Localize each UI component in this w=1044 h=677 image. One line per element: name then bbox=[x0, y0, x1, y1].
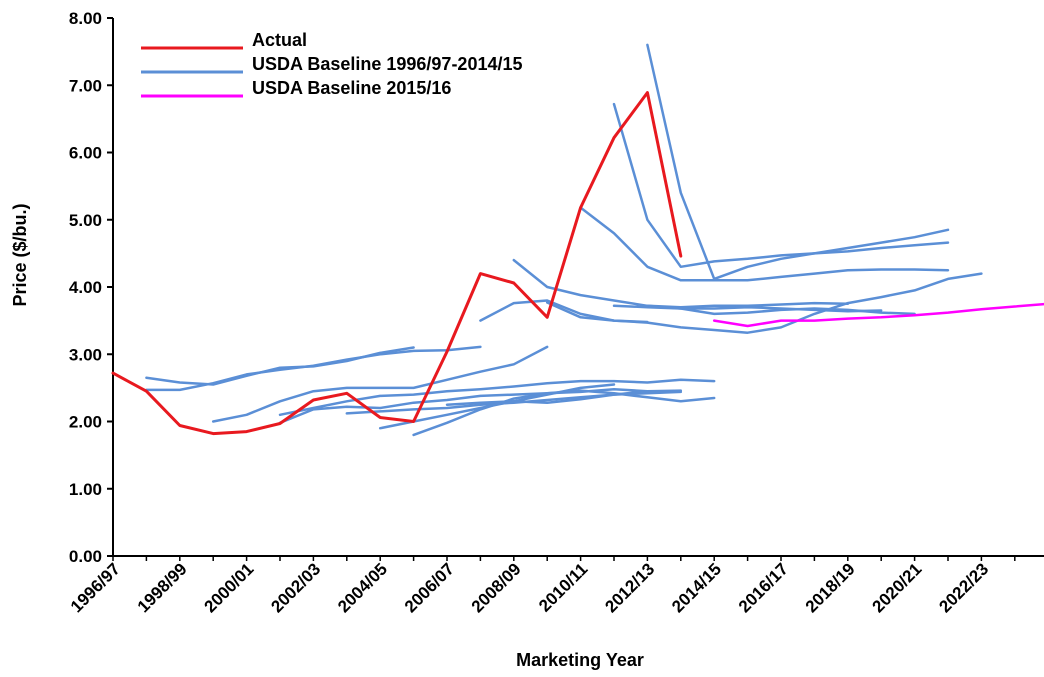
y-tick-label: 6.00 bbox=[69, 144, 102, 163]
x-tick-label: 2020/21 bbox=[869, 559, 926, 616]
y-tick-label: 3.00 bbox=[69, 345, 102, 364]
x-tick-label: 2016/17 bbox=[735, 559, 792, 616]
x-tick-label: 1996/97 bbox=[67, 559, 124, 616]
baseline-series-line bbox=[612, 102, 950, 269]
x-tick-label: 2010/11 bbox=[535, 559, 591, 615]
x-tick-label: 2004/05 bbox=[334, 559, 391, 616]
y-tick-label: 4.00 bbox=[69, 278, 102, 297]
y-tick-label: 1.00 bbox=[69, 480, 102, 499]
baseline-series-line bbox=[579, 206, 950, 282]
x-tick-label: 2002/03 bbox=[267, 559, 324, 616]
y-tick-label: 7.00 bbox=[69, 76, 102, 95]
y-axis-title: Price ($/bu.) bbox=[10, 203, 30, 306]
baseline-series-line bbox=[211, 345, 549, 423]
x-tick-label: 2008/09 bbox=[468, 559, 525, 616]
baseline-series-line bbox=[646, 43, 950, 281]
baseline-series-line bbox=[612, 304, 883, 313]
baseline-series-line bbox=[145, 346, 415, 386]
y-tick-label: 8.00 bbox=[69, 9, 102, 28]
x-axis-title: Marketing Year bbox=[516, 650, 644, 670]
baseline-series-line bbox=[412, 389, 716, 437]
y-tick-label: 5.00 bbox=[69, 211, 102, 230]
x-tick-label: 2018/19 bbox=[802, 559, 859, 616]
baseline-series-line bbox=[278, 387, 683, 425]
x-tick-label: 2006/07 bbox=[401, 559, 458, 616]
legend-label-actual: Actual bbox=[252, 30, 307, 50]
series-lines bbox=[111, 43, 1044, 437]
baseline-series-line bbox=[545, 272, 983, 334]
axes bbox=[112, 18, 1044, 557]
y-ticks: 0.00 1.00 2.00 3.00 4.00 5.00 6.00 7.00 8.00 bbox=[69, 9, 113, 566]
baseline-series-line bbox=[445, 390, 683, 406]
legend-label-baseline-2015: USDA Baseline 2015/16 bbox=[252, 78, 451, 98]
baseline-series-line bbox=[145, 345, 482, 392]
baseline-series-line bbox=[278, 378, 716, 417]
x-tick-label: 2014/15 bbox=[668, 559, 725, 616]
baseline-2015-series-line bbox=[712, 302, 1044, 328]
x-tick-label: 2012/13 bbox=[601, 559, 658, 616]
x-tick-label: 1998/99 bbox=[134, 559, 191, 616]
legend: Actual USDA Baseline 1996/97-2014/15 USD… bbox=[141, 30, 523, 98]
y-tick-label: 2.00 bbox=[69, 413, 102, 432]
y-tick-label: 0.00 bbox=[69, 547, 102, 566]
actual-series-line bbox=[111, 91, 683, 436]
x-tick-label: 2022/23 bbox=[935, 559, 992, 616]
legend-label-baseline: USDA Baseline 1996/97-2014/15 bbox=[252, 54, 523, 74]
x-tick-label: 2000/01 bbox=[201, 559, 258, 616]
baseline-series-line bbox=[512, 258, 850, 309]
x-ticks: 1996/97 1998/99 2000/01 2002/03 2004/05 2006/… bbox=[67, 556, 1016, 616]
